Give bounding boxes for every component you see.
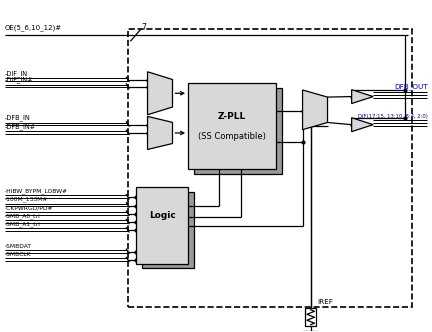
Text: -DFB_IN: -DFB_IN — [5, 115, 31, 122]
Text: -DIF_IN: -DIF_IN — [5, 70, 28, 77]
Polygon shape — [148, 117, 172, 149]
Text: -SMB_A1_tri: -SMB_A1_tri — [5, 221, 41, 227]
Text: -CKPWRGD/PD#: -CKPWRGD/PD# — [5, 206, 54, 210]
Text: DFB_OUT: DFB_OUT — [395, 83, 428, 90]
Text: -DFB_IN#: -DFB_IN# — [5, 123, 36, 129]
Text: Z-PLL: Z-PLL — [218, 112, 246, 121]
Bar — [194, 88, 282, 174]
Text: -HIBW_BYPM_LOBW#: -HIBW_BYPM_LOBW# — [5, 189, 68, 194]
Bar — [142, 192, 194, 268]
Text: -SMBDAT: -SMBDAT — [5, 244, 32, 249]
Text: 7: 7 — [142, 23, 146, 32]
Text: -DIF_IN#: -DIF_IN# — [5, 77, 34, 83]
Polygon shape — [148, 72, 172, 115]
Text: DIF(17:15, 13:10, 8:4, 2:0): DIF(17:15, 13:10, 8:4, 2:0) — [359, 115, 428, 120]
Text: (SS Compatible): (SS Compatible) — [198, 132, 266, 141]
Polygon shape — [352, 90, 373, 104]
Bar — [188, 83, 276, 169]
Bar — [305, 308, 316, 326]
Text: -SMBCLK: -SMBCLK — [5, 252, 32, 257]
Text: -SMB_A0_tri: -SMB_A0_tri — [5, 213, 41, 219]
Bar — [128, 29, 412, 306]
Text: OE(5_6,10_12)#: OE(5_6,10_12)# — [5, 25, 62, 32]
Polygon shape — [352, 118, 373, 131]
Polygon shape — [302, 90, 327, 129]
Text: IREF: IREF — [317, 299, 333, 305]
Text: Logic: Logic — [149, 211, 175, 220]
Text: -100M_133M#: -100M_133M# — [5, 197, 48, 203]
Bar — [137, 188, 188, 264]
